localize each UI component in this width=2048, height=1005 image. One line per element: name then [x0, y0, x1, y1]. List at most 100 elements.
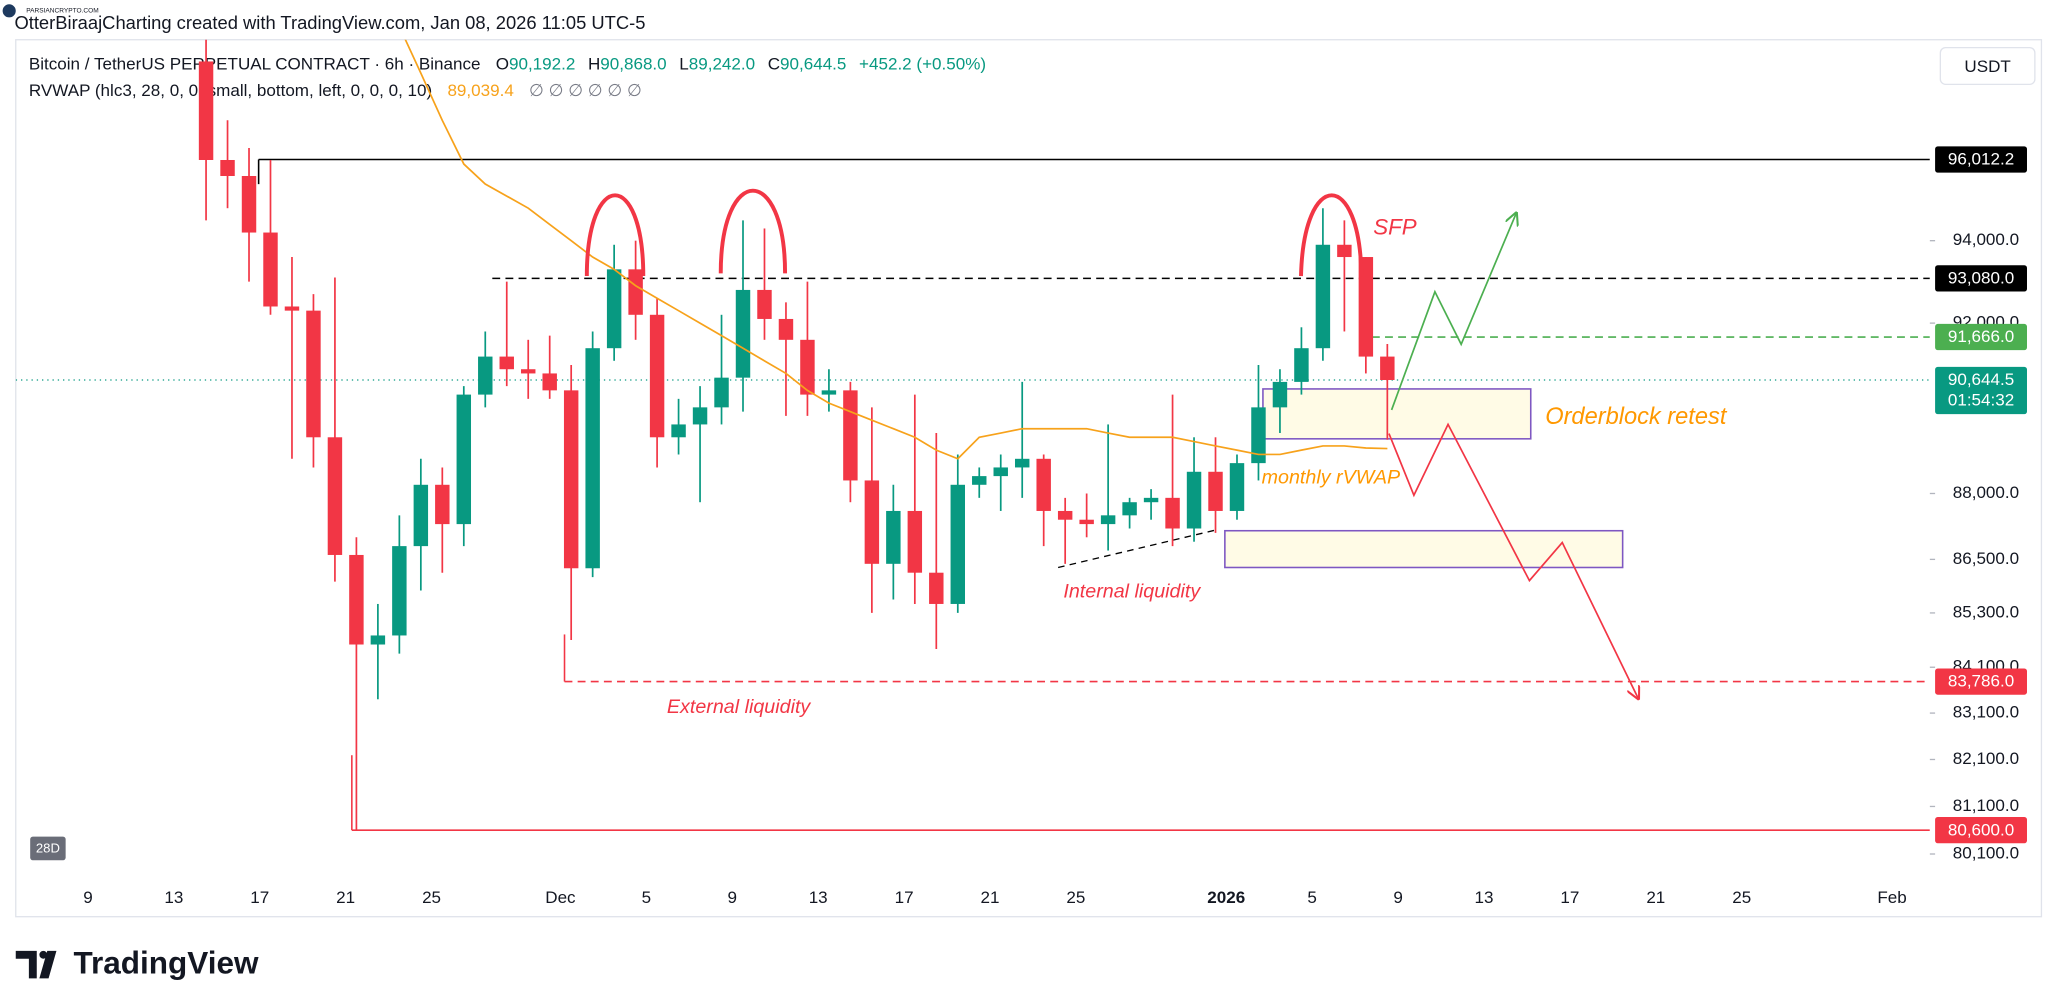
countdown: 01:54:32: [1948, 391, 2014, 410]
brand-icon: [39, 950, 48, 959]
currency[interactable]: USDT: [1964, 57, 2011, 76]
candle-body: [800, 339, 815, 395]
candle-body: [993, 467, 1008, 477]
range[interactable]: 28D: [36, 841, 60, 856]
annotation: monthly rVWAP: [1262, 466, 1401, 488]
ohlc-label: H: [588, 54, 600, 73]
annotation: External liquidity: [667, 696, 812, 718]
x-tick-label: Feb: [1877, 888, 1906, 907]
price-label-bg: [1935, 323, 2027, 351]
candle-body: [1186, 471, 1202, 529]
candle-body: [521, 369, 536, 374]
x-tick-label: 13: [1475, 888, 1494, 907]
candle-body: [757, 289, 772, 319]
y-tick-label: 81,100.0: [1953, 796, 2019, 815]
candle-body: [1208, 471, 1223, 511]
price-label-bg: [1935, 146, 2027, 173]
drawing: [1057, 528, 1219, 569]
symbol: Bitcoin / TetherUS PERPETUAL CONTRACT · …: [29, 54, 481, 73]
x-tick-label: 9: [728, 888, 737, 907]
credit-logo: [2, 4, 16, 18]
candle-body: [563, 390, 579, 569]
candle-body: [306, 310, 321, 438]
candle-body: [435, 484, 450, 525]
candle-body: [886, 510, 901, 564]
chart-frame: [15, 39, 2043, 918]
x-tick-label: 21: [336, 888, 355, 907]
header: Bitcoin / TetherUS PERPETUAL CONTRACT · …: [29, 54, 986, 73]
price-label: 93,080.0: [1948, 269, 2014, 288]
candle-body: [392, 546, 407, 636]
drawing: [1388, 422, 1638, 698]
indicator-flags: ∅ ∅ ∅ ∅ ∅ ∅: [529, 80, 642, 99]
candle-body: [1122, 502, 1137, 516]
candle-body: [972, 476, 987, 485]
candle-body: [198, 61, 214, 160]
price-label-bg: [1935, 265, 2027, 292]
candle-body: [1165, 497, 1180, 529]
candle-body: [1229, 463, 1245, 511]
y-tick-label: 85,300.0: [1953, 602, 2019, 621]
price-label: 91,666.0: [1948, 327, 2014, 346]
candle-body: [864, 480, 880, 564]
currency-button[interactable]: [1939, 46, 2036, 86]
candle-body: [1143, 497, 1159, 503]
price-label: 83,786.0: [1948, 672, 2014, 691]
candle-body: [929, 572, 944, 604]
candle-body: [585, 348, 600, 569]
candle-body: [1380, 356, 1395, 381]
y-tick-label: 94,000.0: [1953, 230, 2019, 249]
brand-icon: [15, 950, 57, 979]
annotation: SFP: [1373, 215, 1416, 240]
y-tick-label: 80,100.0: [1953, 844, 2019, 863]
ohlc-value: 90,868.0: [600, 54, 666, 73]
rvwap-line: [404, 39, 1388, 460]
candle-body: [499, 356, 514, 370]
drawing: [1224, 529, 1624, 569]
change: +452.2 (+0.50%): [859, 54, 986, 73]
candle-body: [606, 269, 622, 349]
candle-body: [649, 314, 665, 438]
brand: TradingView: [74, 945, 259, 981]
candle-body: [1014, 458, 1030, 468]
candle-body: [241, 175, 257, 233]
candle-body: [1251, 407, 1266, 464]
price-label-bg: [1935, 817, 2027, 844]
ohlc-value: 90,644.5: [780, 54, 846, 73]
candle-body: [263, 232, 278, 307]
price-label-bg: [1935, 668, 2027, 695]
candle-body: [1079, 519, 1094, 525]
x-tick-label: 21: [981, 888, 1000, 907]
drawing: [1299, 193, 1364, 277]
x-tick-label: 5: [1307, 888, 1316, 907]
candle-body: [1294, 348, 1309, 382]
candle-body: [542, 373, 557, 391]
candle-body: [907, 510, 923, 573]
candle-body: [327, 437, 343, 555]
drawing: [1390, 213, 1517, 411]
y-tick-label: 88,000.0: [1953, 483, 2019, 502]
y-tick-label: 83,100.0: [1953, 703, 2019, 722]
brand-logo: TradingView: [15, 945, 259, 981]
ohlc-label: L: [679, 54, 688, 73]
candle-body: [478, 356, 493, 395]
candle-body: [1036, 458, 1051, 511]
watermark: PARSIANCRYPTO.COM: [26, 8, 98, 15]
indicator: RVWAP (hlc3, 28, 0, 0, small, bottom, le…: [29, 80, 642, 99]
indicator-value: 89,039.4: [447, 80, 513, 99]
x-tick-label: 17: [895, 888, 914, 907]
x-tick-label: 17: [250, 888, 269, 907]
x-tick-label: Dec: [545, 888, 576, 907]
range-badge[interactable]: [30, 836, 66, 861]
x-tick-label: 9: [83, 888, 92, 907]
x-tick-label: 17: [1560, 888, 1579, 907]
indicator-name: RVWAP (hlc3, 28, 0, 0, small, bottom, le…: [29, 80, 432, 99]
candle-body: [284, 306, 300, 311]
candle-body: [220, 159, 235, 176]
candle-body: [1057, 510, 1073, 520]
candle-body: [349, 554, 364, 645]
candle-body: [1315, 244, 1331, 349]
